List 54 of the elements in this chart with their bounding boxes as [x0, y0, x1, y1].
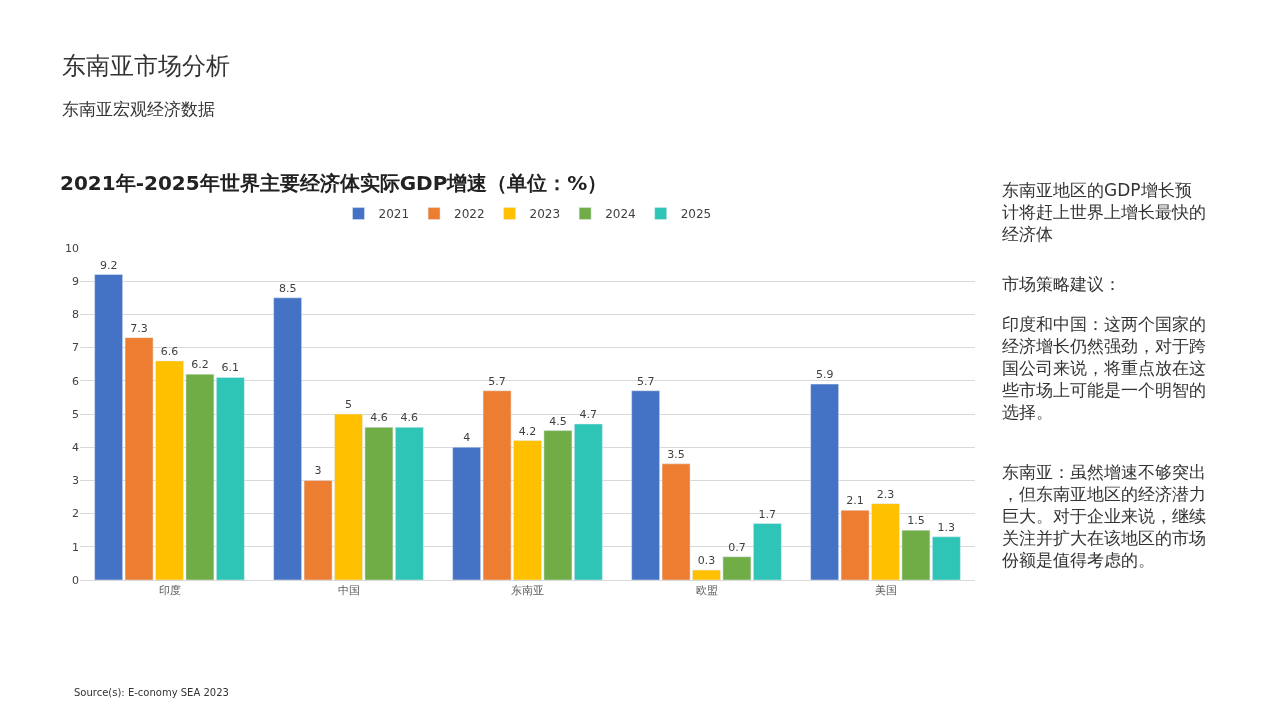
data-label: 4 [463, 431, 471, 445]
data-label: 2.3 [876, 487, 895, 501]
data-label: 5.7 [488, 374, 506, 388]
data-label: 5 [345, 398, 352, 411]
data-label: 5.7 [636, 374, 655, 388]
y-tick-label: 7 [72, 341, 79, 355]
y-tick-label: 6 [72, 374, 79, 388]
legend-label: 2022 [454, 207, 485, 222]
text: 东南亚地区的GDP增长预计将赶上世界上增长最快的经济体 [1002, 180, 1206, 245]
y-tick-label: 3 [72, 474, 79, 488]
y-tick-label: 5 [72, 407, 79, 421]
data-label: 7.3 [130, 321, 148, 335]
x-tick-label: 中国 [337, 584, 360, 598]
legend-label: 2025 [680, 207, 712, 222]
chart-title: 2021年-2025年世界主要经济体实际GDP增速（单位：%） [60, 171, 608, 195]
data-label: 4.2 [518, 424, 537, 438]
data-label: 6.1 [221, 361, 240, 375]
y-tick-label: 0 [72, 573, 79, 587]
text: 印度和中国：这两个国家的经济增长仍然强劲，对于跨国公司来说，将重点放在这些市场上可能是一个明智的选择。 [1002, 314, 1206, 423]
data-label: 0.7 [728, 540, 746, 554]
data-label: 3.5 [667, 447, 685, 461]
data-label: 1.3 [937, 520, 956, 534]
text: 东南亚：虽然增速不够突出，但东南亚地区的经济潜力巨大。对于企业来说，继续关注并扩大在该地区的市场份额是值得考虑的。 [1002, 462, 1206, 571]
data-label: 2.1 [846, 494, 864, 508]
data-label: 5.9 [815, 368, 834, 382]
text: 东南亚宏观经济数据 [62, 99, 215, 119]
source-note: Source(s): E-conomy SEA 2023 [74, 687, 229, 698]
x-tick-label: 美国 [874, 584, 897, 598]
y-tick-label: 10 [65, 241, 79, 255]
data-label: 4.7 [579, 407, 598, 421]
y-tick-label: 8 [72, 308, 79, 322]
data-label: 4.5 [549, 414, 567, 428]
y-tick-label: 1 [72, 540, 79, 554]
legend-label: 2021 [378, 207, 410, 222]
y-tick-label: 2 [72, 507, 79, 521]
data-label: 1.7 [758, 507, 777, 521]
y-tick-label: 4 [72, 441, 79, 455]
data-label: 0.3 [697, 554, 716, 568]
data-label: 1.5 [907, 514, 925, 528]
data-label: 4.6 [370, 411, 388, 425]
x-tick-label: 欧盟 [695, 584, 718, 598]
legend-label: 2024 [605, 207, 636, 222]
text: 市场策略建议： [1002, 274, 1121, 294]
legend-label: 2023 [529, 207, 561, 222]
data-label: 6.6 [160, 344, 179, 358]
x-tick-label: 印度 [158, 584, 181, 598]
data-label: 9.2 [99, 258, 118, 272]
y-tick-label: 9 [72, 275, 79, 289]
x-tick-label: 东南亚 [511, 584, 544, 598]
data-label: 8.5 [278, 281, 297, 295]
text: 东南亚市场分析 [62, 52, 230, 80]
data-label: 3 [314, 464, 322, 478]
data-label: 4.6 [400, 411, 419, 425]
data-label: 6.2 [191, 358, 209, 372]
